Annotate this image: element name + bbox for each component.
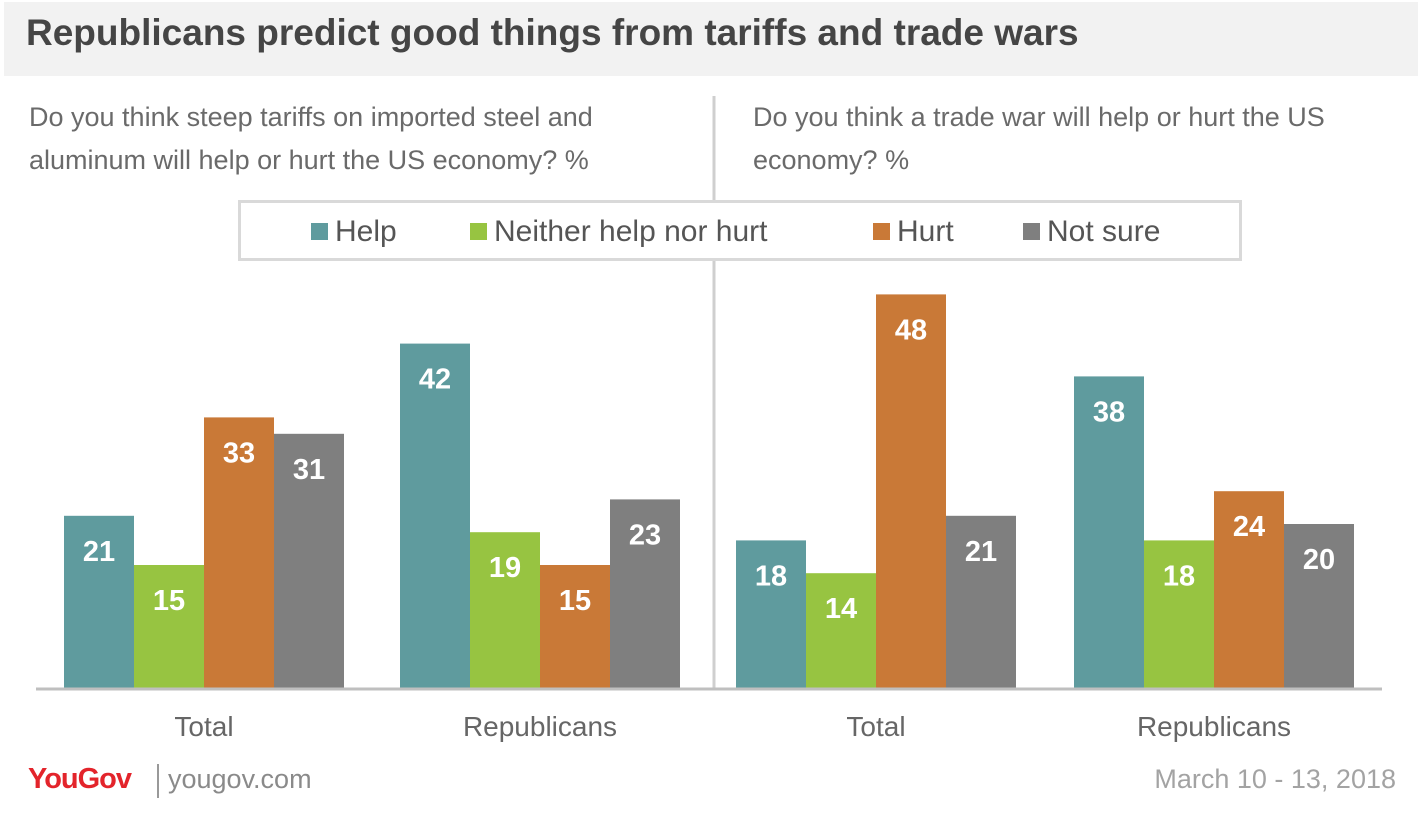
category-label-chart2-total: Total [846, 711, 905, 742]
legend-item-neither: Neither help nor hurt [470, 216, 768, 248]
bar-chart1-republicans-not-sure [610, 499, 680, 688]
legend-label-not-sure: Not sure [1047, 215, 1161, 248]
legend-item-help: Help [311, 216, 397, 248]
data-label-chart2-total-neither: 14 [825, 593, 857, 625]
legend-item-not-sure: Not sure [1023, 216, 1160, 248]
footer-website: yougov.com [168, 764, 312, 794]
category-label-chart1-total: Total [174, 711, 233, 742]
legend-label-neither: Neither help nor hurt [494, 215, 768, 248]
legend-swatch-not-sure [1023, 222, 1040, 240]
legend-swatch-hurt [873, 222, 890, 240]
bar-chart1-total-neither [134, 565, 204, 688]
legend-label-help: Help [335, 215, 397, 248]
legend-label-hurt: Hurt [897, 215, 954, 248]
question-tariffs: Do you think steep tariffs on imported s… [29, 102, 593, 175]
bar-chart2-republicans-hurt [1214, 491, 1284, 688]
bar-chart2-republicans-help [1074, 376, 1144, 688]
bar-chart2-total-not-sure [946, 515, 1016, 688]
data-label-chart1-total-help: 21 [83, 536, 115, 568]
bar-chart2-total-help [736, 540, 806, 688]
data-label-chart2-total-hurt: 48 [895, 314, 927, 346]
bar-chart1-total-help [64, 515, 134, 688]
data-label-chart1-republicans-help: 42 [419, 364, 451, 396]
data-label-chart1-total-hurt: 33 [223, 437, 255, 469]
bar-chart1-republicans-help [400, 343, 470, 688]
data-label-chart2-republicans-hurt: 24 [1233, 511, 1265, 543]
data-label-chart1-republicans-neither: 19 [489, 552, 521, 584]
bar-chart2-republicans-not-sure [1284, 524, 1354, 688]
bar-chart1-total-not-sure [274, 433, 344, 688]
category-label-chart2-republicans: Republicans [1137, 711, 1291, 742]
bar-chart2-total-hurt [876, 294, 946, 688]
data-label-chart2-total-not-sure: 21 [965, 536, 997, 568]
footer-date: March 10 - 13, 2018 [1154, 764, 1396, 794]
chart-title: Republicans predict good things from tar… [26, 12, 1079, 53]
data-label-chart1-republicans-not-sure: 23 [629, 519, 661, 551]
yougov-logo: YouGov [28, 763, 132, 795]
legend: Help Neither help nor hurt Hurt Not sure [238, 200, 1242, 261]
title-bar: Republicans predict good things from tar… [4, 2, 1418, 76]
data-label-chart2-republicans-help: 38 [1093, 396, 1125, 428]
data-label-chart2-total-help: 18 [755, 560, 787, 592]
data-label-chart1-republicans-hurt: 15 [559, 585, 591, 617]
data-label-chart2-republicans-not-sure: 20 [1303, 544, 1335, 576]
bar-chart2-total-neither [806, 573, 876, 688]
bar-chart1-republicans-hurt [540, 565, 610, 688]
data-label-chart1-total-neither: 15 [153, 585, 185, 617]
footer-separator [157, 764, 159, 798]
question-trade-war: Do you think a trade war will help or hu… [753, 102, 1325, 175]
legend-item-hurt: Hurt [873, 216, 954, 248]
data-label-chart1-total-not-sure: 31 [293, 454, 325, 486]
bar-chart1-total-hurt [204, 417, 274, 688]
category-label-chart1-republicans: Republicans [463, 711, 617, 742]
data-label-chart2-republicans-neither: 18 [1163, 560, 1195, 592]
legend-swatch-help [311, 222, 328, 240]
bar-chart2-republicans-neither [1144, 540, 1214, 688]
bar-chart1-republicans-neither [470, 532, 540, 688]
legend-swatch-neither [470, 222, 487, 240]
